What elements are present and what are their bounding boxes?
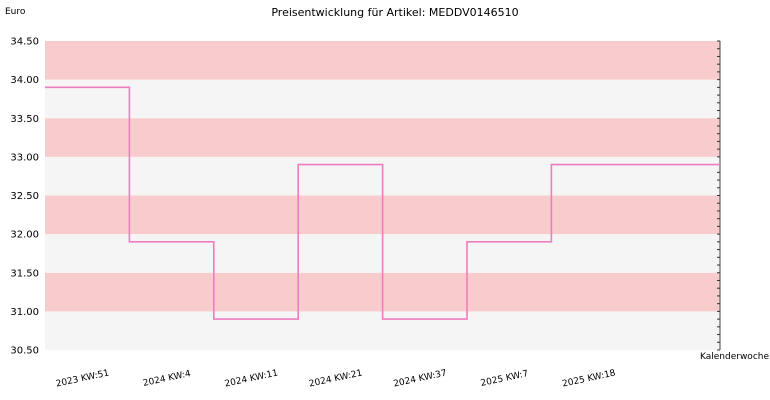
- chart-title: Preisentwicklung für Artikel: MEDDV01465…: [271, 6, 518, 19]
- x-tick-label: 2023 KW:51: [55, 369, 110, 390]
- grid-band: [45, 41, 720, 80]
- x-tick-label: 2024 KW:21: [308, 369, 363, 390]
- y-tick-label: 32.00: [10, 230, 39, 241]
- y-tick-label: 31.50: [10, 268, 39, 279]
- x-axis-label: Kalenderwoche: [700, 352, 769, 362]
- grid-band: [45, 118, 720, 157]
- y-tick-label: 30.50: [10, 346, 39, 357]
- y-tick-label: 31.00: [10, 307, 39, 318]
- x-tick-label: 2025 KW:18: [561, 368, 616, 389]
- y-axis-label: Euro: [5, 7, 26, 17]
- y-tick-label: 32.50: [10, 191, 39, 202]
- x-tick-labels: 2023 KW:51 2024 KW:4 2024 KW:11 2024 KW:21 2…: [55, 368, 617, 389]
- y-tick-label: 33.50: [10, 114, 39, 125]
- price-step-line: [45, 86, 720, 320]
- x-tick-label: 2025 KW:7: [480, 369, 530, 389]
- x-tick-label: 2024 KW:11: [224, 369, 279, 390]
- y-tick-label: 34.50: [10, 37, 39, 48]
- y-tick-labels: 30.50 31.00 31.50 32.00 32.50 33.00 33.50 34.00…: [10, 37, 39, 357]
- grid-band: [45, 79, 720, 119]
- y-tick-label: 34.00: [10, 75, 39, 86]
- y-tick-label: 33.00: [10, 152, 39, 163]
- x-tick-label: 2024 KW:37: [393, 369, 448, 390]
- y-minor-ticks: [717, 40, 720, 351]
- x-tick-label: 2024 KW:4: [142, 369, 192, 389]
